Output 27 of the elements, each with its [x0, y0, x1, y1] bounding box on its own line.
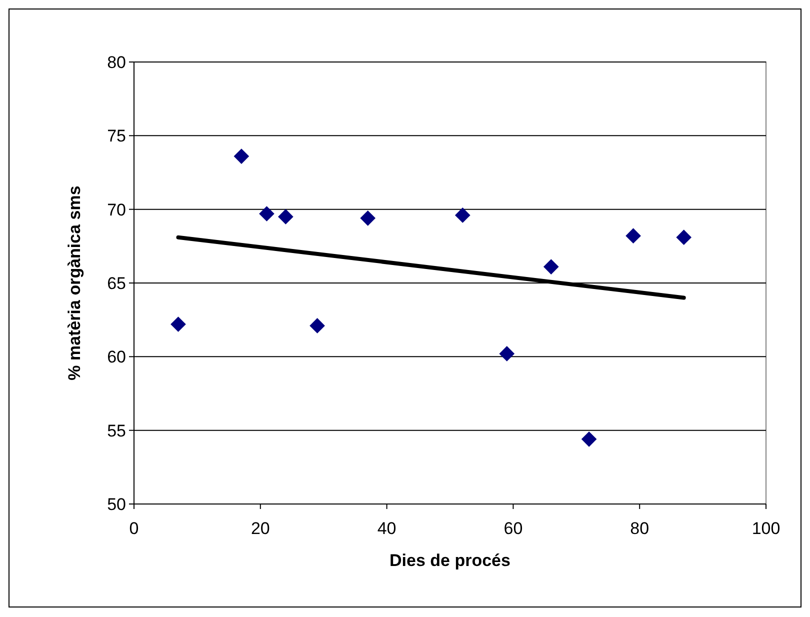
x-tick-label: 20: [250, 519, 270, 538]
point: [310, 318, 325, 334]
y-tick-label: 65: [107, 274, 126, 293]
y-tick-label: 80: [107, 52, 126, 72]
point: [259, 206, 274, 222]
x-tick-label: 80: [630, 519, 650, 538]
y-axis-title: % matèria orgànica sms: [65, 186, 84, 380]
y-tick-label: 60: [107, 348, 126, 367]
point: [581, 432, 597, 447]
y-tick-label: 70: [107, 200, 126, 220]
x-axis-title: Dies de procés: [390, 551, 510, 570]
y-tick-label: 55: [107, 421, 126, 440]
y-tick-label: 75: [107, 126, 126, 146]
point: [360, 210, 376, 226]
point: [626, 228, 641, 244]
point: [278, 209, 294, 224]
x-tick-label: 0: [129, 519, 139, 538]
x-tick-label: 60: [504, 519, 523, 538]
point: [234, 148, 250, 164]
point: [543, 259, 559, 274]
x-tick-label: 100: [752, 519, 780, 538]
point: [676, 230, 692, 245]
point: [454, 208, 470, 223]
y-tick-label: 50: [107, 494, 126, 514]
point: [170, 316, 186, 332]
x-tick-label: 40: [377, 519, 396, 538]
point: [499, 346, 515, 362]
